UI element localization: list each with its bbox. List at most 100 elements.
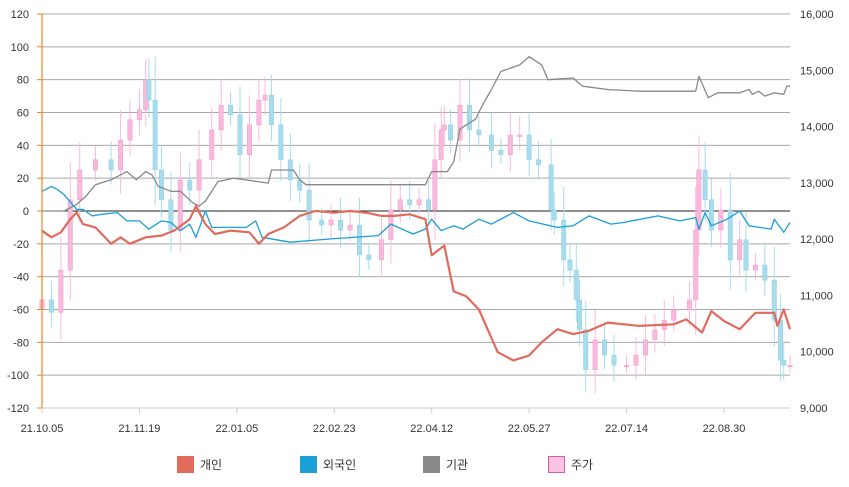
candle-body [652,329,658,341]
candle-body [378,239,384,261]
candle-body [209,129,215,161]
candle-body [187,179,193,191]
left-axis-label: -40 [13,272,29,284]
candle-body [686,299,692,311]
candle-body [48,299,54,313]
legend-swatch [423,456,440,473]
right-axis-label: 13,000 [800,178,834,190]
candle-body [118,139,124,171]
x-axis-label: 22.07.14 [605,423,648,435]
candle-body [466,104,472,131]
candle-body [771,279,777,321]
candle-body [781,359,787,366]
candle-body [158,169,164,200]
candle-body [262,94,268,101]
candle-body [228,104,234,116]
candle-body [737,239,743,261]
candle-body [426,199,432,211]
candle-body [306,189,312,221]
series-line-institution [42,56,790,212]
candle-body [718,209,724,231]
legend-item-individual[interactable]: 개인 [177,456,222,473]
candle-body [416,199,422,206]
candle-body [67,199,73,271]
candle-body [196,159,202,191]
candle-body [526,134,532,161]
left-axis-label: -120 [7,403,29,415]
x-axis-label: 22.04.12 [410,423,453,435]
legend-label: 주가 [571,458,594,472]
candle-body [592,339,598,370]
candle-body [328,219,334,226]
candle-body [168,199,174,231]
candle-body [218,104,224,131]
candle-body [752,264,758,271]
x-axis-label: 22.05.27 [508,423,551,435]
legend-label: 기관 [446,458,469,472]
candle-body [778,319,784,361]
candle-body [177,179,183,231]
candle-body [702,169,708,200]
candle-body [397,199,403,211]
candle-body [611,354,617,366]
candle-body [573,269,579,301]
candle-body [457,104,463,141]
series-line-foreign [41,185,791,243]
left-axis-label: -100 [7,370,29,382]
left-axis-label: 120 [11,9,29,21]
candle-body [671,309,677,321]
legend-item-price[interactable]: 주가 [548,456,593,473]
candle-body [152,99,158,171]
candle-body [561,219,567,261]
legend-item-institution[interactable]: 기관 [423,456,468,473]
candle-body [476,129,482,136]
candle-body [507,134,513,155]
candle-body [762,264,768,281]
candle-body [127,119,133,141]
legend-item-foreign[interactable]: 외국인 [300,456,356,473]
candle-body [256,99,262,126]
candle-body [548,164,554,211]
candle-body [146,79,152,101]
candle-body [727,209,733,261]
candle-body [696,169,702,231]
left-axis-label: 80 [17,75,29,87]
candle-body [708,199,714,231]
left-axis-label: -80 [13,337,29,349]
candle-body [567,259,573,271]
grid-lines [42,13,790,409]
candle-body [356,224,362,256]
candle-body [338,219,344,231]
x-axis-label: 21.10.05 [21,423,64,435]
candle-body [602,339,608,356]
left-axis-label: 40 [17,140,29,152]
candle-body [693,229,699,301]
candle-body [624,364,630,367]
legend-swatch [300,456,317,473]
candle-body [787,364,793,367]
x-axis-label: 22.01.05 [215,423,258,435]
legend-swatch [177,456,194,473]
candle-body [517,134,523,137]
candle-body [488,134,494,151]
candle-body [743,239,749,271]
candle-body [498,149,504,155]
candle-body [108,159,114,171]
right-axis-label: 11,000 [800,290,833,302]
candle-body [237,114,243,155]
candle-body [92,159,98,171]
candle-body [448,124,454,141]
candle-body [576,299,582,331]
candle-body [58,269,64,313]
candle-body [536,159,542,166]
x-axis-label: 22.08.30 [703,423,746,435]
candle-body [366,254,372,261]
candle-body [347,224,353,231]
right-axis-label: 10,000 [800,347,834,359]
x-axis-label: 21.11.19 [118,423,160,435]
candle-body [77,169,83,200]
candle-body [633,354,639,366]
axes: 120 100 80 60 40 20 0 -20 -40 -60 -80 -100 -120 16,00… [7,9,834,435]
candle-body [319,219,325,226]
price-candles [39,56,793,394]
